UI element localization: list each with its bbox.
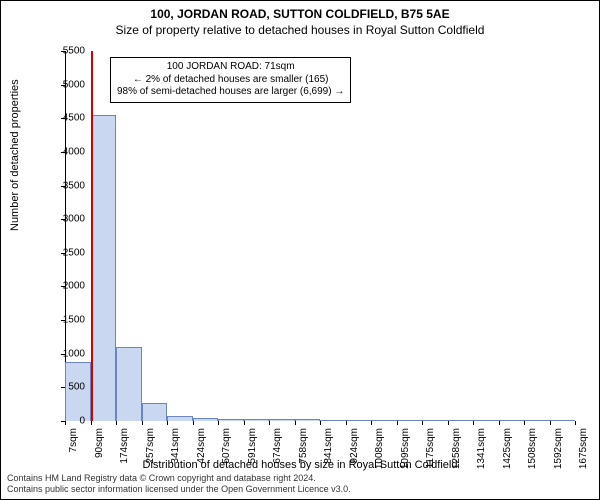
y-tick-label: 500 <box>45 382 85 393</box>
x-tick-mark <box>448 421 449 425</box>
x-tick-mark <box>473 421 474 425</box>
title-sub: Size of property relative to detached ho… <box>1 23 599 37</box>
x-tick-mark <box>193 421 194 425</box>
y-tick-label: 4500 <box>45 113 85 124</box>
histogram-bar <box>524 420 550 421</box>
histogram-bar <box>167 416 193 421</box>
x-tick-mark <box>397 421 398 425</box>
callout-box: 100 JORDAN ROAD: 71sqm← 2% of detached h… <box>110 57 351 103</box>
chart-container: 100, JORDAN ROAD, SUTTON COLDFIELD, B75 … <box>0 0 600 500</box>
histogram-bar <box>193 418 219 421</box>
x-tick-mark <box>116 421 117 425</box>
y-tick-label: 3500 <box>45 180 85 191</box>
footer-line-1: Contains HM Land Registry data © Crown c… <box>7 473 351 484</box>
histogram-bar <box>550 420 576 421</box>
y-tick-label: 2000 <box>45 281 85 292</box>
y-tick-label: 5000 <box>45 79 85 90</box>
x-tick-mark <box>218 421 219 425</box>
x-tick-mark <box>524 421 525 425</box>
histogram-bar <box>371 420 397 421</box>
x-tick-mark <box>91 421 92 425</box>
histogram-bar <box>473 420 499 421</box>
x-tick-mark <box>371 421 372 425</box>
histogram-bar <box>295 419 321 421</box>
x-tick-mark <box>575 421 576 425</box>
callout-line-3: 98% of semi-detached houses are larger (… <box>117 86 344 99</box>
histogram-bar <box>244 419 270 421</box>
histogram-bar <box>91 115 117 421</box>
y-tick-label: 5500 <box>45 46 85 57</box>
y-tick-label: 0 <box>45 416 85 427</box>
x-tick-mark <box>346 421 347 425</box>
histogram-bar <box>397 420 423 421</box>
histogram-bar <box>346 420 372 421</box>
histogram-bar <box>499 420 525 421</box>
y-tick-label: 3000 <box>45 214 85 225</box>
histogram-bar <box>448 420 474 421</box>
y-tick-label: 4000 <box>45 146 85 157</box>
callout-line-2: ← 2% of detached houses are smaller (165… <box>117 74 344 87</box>
x-tick-mark <box>550 421 551 425</box>
y-tick-label: 1000 <box>45 348 85 359</box>
x-tick-mark <box>422 421 423 425</box>
callout-line-1: 100 JORDAN ROAD: 71sqm <box>117 61 344 74</box>
histogram-bar <box>218 419 244 421</box>
footer-line-2: Contains public sector information licen… <box>7 484 351 495</box>
x-tick-mark <box>269 421 270 425</box>
x-tick-mark <box>499 421 500 425</box>
x-tick-mark <box>320 421 321 425</box>
x-tick-mark <box>295 421 296 425</box>
histogram-bar <box>116 347 142 421</box>
footer-attribution: Contains HM Land Registry data © Crown c… <box>7 473 351 495</box>
histogram-bar <box>142 403 168 421</box>
histogram-bar <box>269 419 295 421</box>
plot-area: 7sqm90sqm174sqm257sqm341sqm424sqm507sqm5… <box>65 51 575 421</box>
x-tick-mark <box>142 421 143 425</box>
x-tick-mark <box>244 421 245 425</box>
title-main: 100, JORDAN ROAD, SUTTON COLDFIELD, B75 … <box>1 7 599 21</box>
histogram-bar <box>422 420 448 421</box>
y-tick-label: 2500 <box>45 247 85 258</box>
x-axis-label: Distribution of detached houses by size … <box>1 459 599 471</box>
y-tick-label: 1500 <box>45 315 85 326</box>
y-axis-label: Number of detached properties <box>9 79 21 231</box>
x-tick-mark <box>167 421 168 425</box>
histogram-bar <box>320 420 346 421</box>
property-marker-line <box>91 51 93 421</box>
